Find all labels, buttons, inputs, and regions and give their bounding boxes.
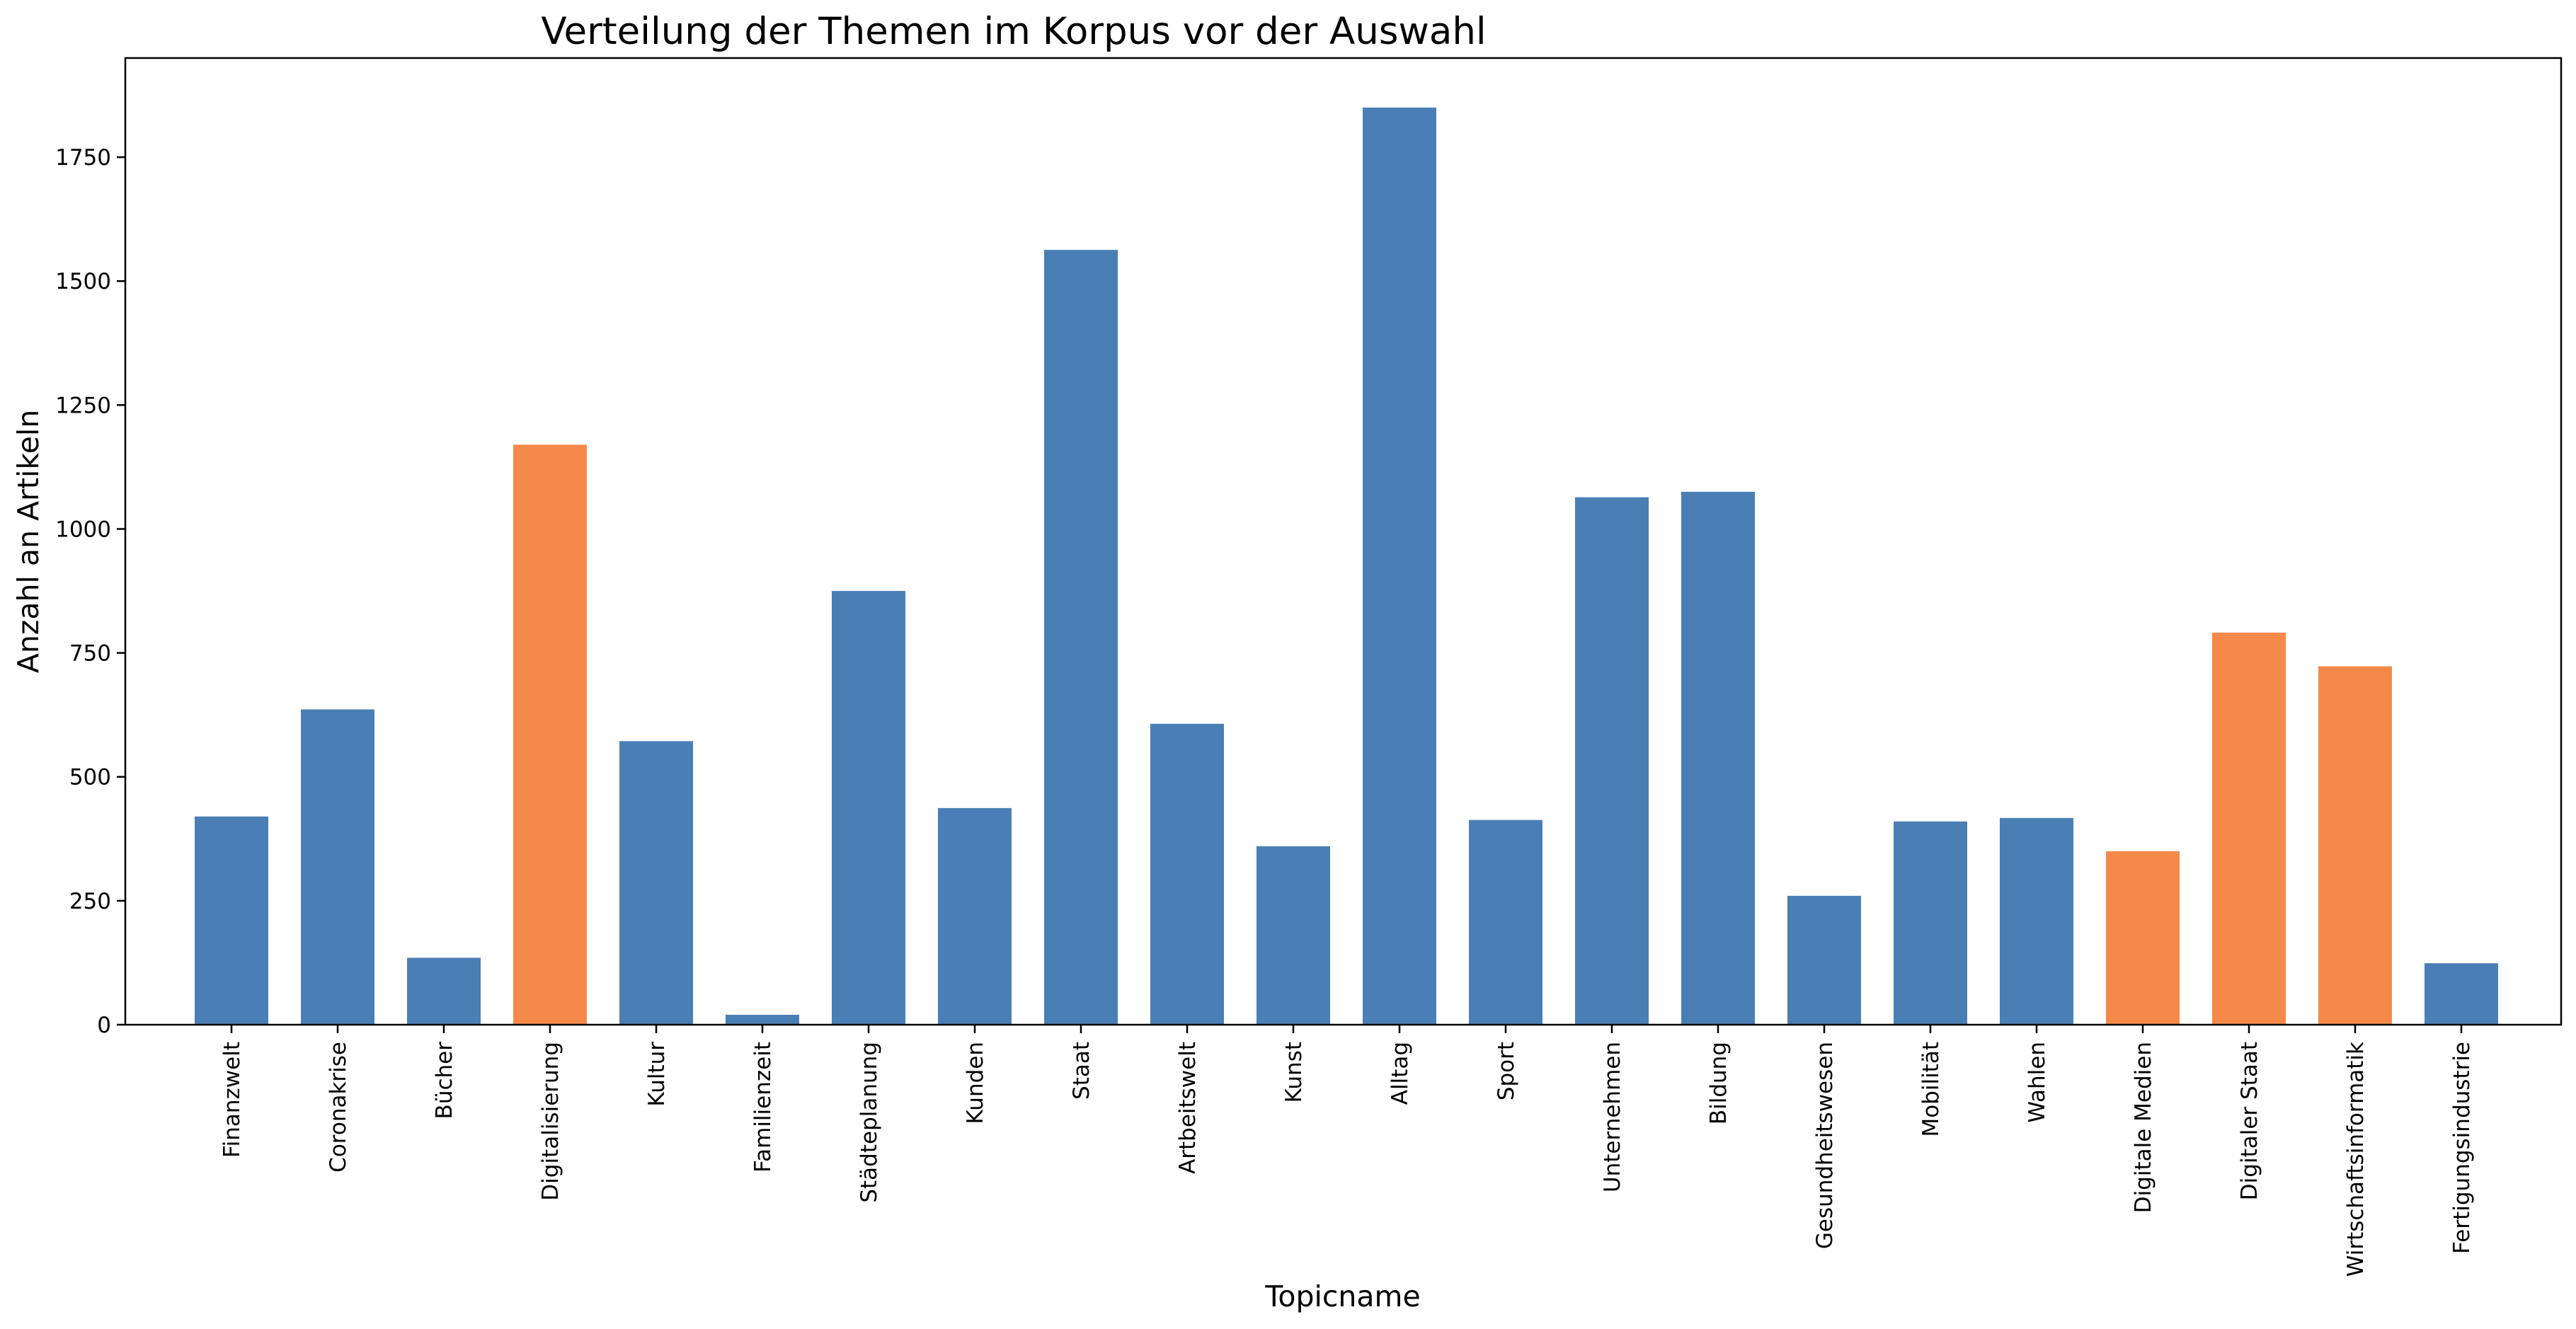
bar-16 xyxy=(1894,821,1967,1025)
x-tick-label-19: Digitaler Staat xyxy=(2237,1042,2262,1200)
x-tick-label-16: Mobilität xyxy=(1918,1042,1944,1137)
x-tick-label-3: Digitalisierung xyxy=(538,1042,563,1201)
bar-1 xyxy=(301,709,374,1025)
x-tick-label-15: Gesundheitswesen xyxy=(1812,1042,1838,1249)
y-axis: 0 250 500 750 1000 1250 1500 1750 xyxy=(55,145,125,1038)
bar-11 xyxy=(1363,108,1436,1025)
x-tick-label-9: Artbeitswelt xyxy=(1175,1042,1201,1174)
bar-5 xyxy=(726,1014,799,1025)
x-tick-label-10: Kunst xyxy=(1281,1042,1307,1103)
x-tick-label-20: Wirtschaftsinformatik xyxy=(2343,1042,2369,1277)
x-tick-label-21: Fertigungsindustrie xyxy=(2449,1042,2475,1254)
bar-2 xyxy=(407,957,481,1025)
y-axis-title: Anzahl an Artikeln xyxy=(11,410,45,673)
x-tick-label-13: Unternehmen xyxy=(1600,1042,1625,1192)
bar-21 xyxy=(2425,963,2498,1025)
bar-19 xyxy=(2212,632,2286,1025)
bar-7 xyxy=(938,807,1012,1025)
x-tick-label-8: Staat xyxy=(1069,1042,1094,1100)
x-tick-label-11: Alltag xyxy=(1387,1042,1413,1105)
bar-18 xyxy=(2106,851,2180,1025)
x-tick-label-2: Bücher xyxy=(432,1042,457,1120)
y-tick-label-7: 1750 xyxy=(55,145,111,171)
chart-title: Verteilung der Themen im Korpus vor der … xyxy=(541,10,1486,53)
bars-group xyxy=(195,108,2498,1025)
y-tick-label-0: 0 xyxy=(97,1013,111,1038)
bar-15 xyxy=(1787,895,1861,1025)
plot-frame xyxy=(124,57,2563,1026)
bar-10 xyxy=(1256,846,1330,1025)
bar-8 xyxy=(1044,250,1118,1025)
x-tick-label-5: Familienzeit xyxy=(750,1042,776,1173)
bar-20 xyxy=(2318,666,2392,1025)
bar-0 xyxy=(195,816,268,1025)
x-tick-label-7: Kunden xyxy=(963,1042,988,1124)
bar-4 xyxy=(619,741,693,1025)
x-tick-label-14: Bildung xyxy=(1706,1042,1731,1124)
bar-12 xyxy=(1469,819,1542,1025)
bar-6 xyxy=(832,591,905,1025)
y-tick-label-6: 1500 xyxy=(55,269,111,294)
x-tick-label-17: Wahlen xyxy=(2025,1042,2050,1123)
x-axis-title: Topicname xyxy=(1264,1279,1420,1313)
y-tick-label-2: 500 xyxy=(69,765,111,790)
x-tick-label-0: Finanzwelt xyxy=(219,1042,245,1158)
x-tick-label-4: Kultur xyxy=(644,1042,670,1107)
x-axis: Finanzwelt Coronakrise Bücher Digitalisieru… xyxy=(219,1025,2475,1277)
y-tick-label-3: 750 xyxy=(69,641,111,667)
bar-13 xyxy=(1575,497,1649,1025)
y-tick-label-4: 1000 xyxy=(55,517,111,542)
x-tick-label-6: Städteplanung xyxy=(857,1042,882,1203)
bar-14 xyxy=(1681,491,1755,1025)
y-tick-label-5: 1250 xyxy=(55,393,111,418)
bar-3 xyxy=(513,444,587,1025)
bar-17 xyxy=(2000,817,2073,1025)
bar-9 xyxy=(1150,723,1224,1025)
x-tick-label-12: Sport xyxy=(1494,1042,1519,1100)
x-tick-label-1: Coronakrise xyxy=(326,1042,351,1173)
y-tick-label-1: 250 xyxy=(69,889,111,914)
x-tick-label-18: Digitale Medien xyxy=(2131,1042,2156,1213)
